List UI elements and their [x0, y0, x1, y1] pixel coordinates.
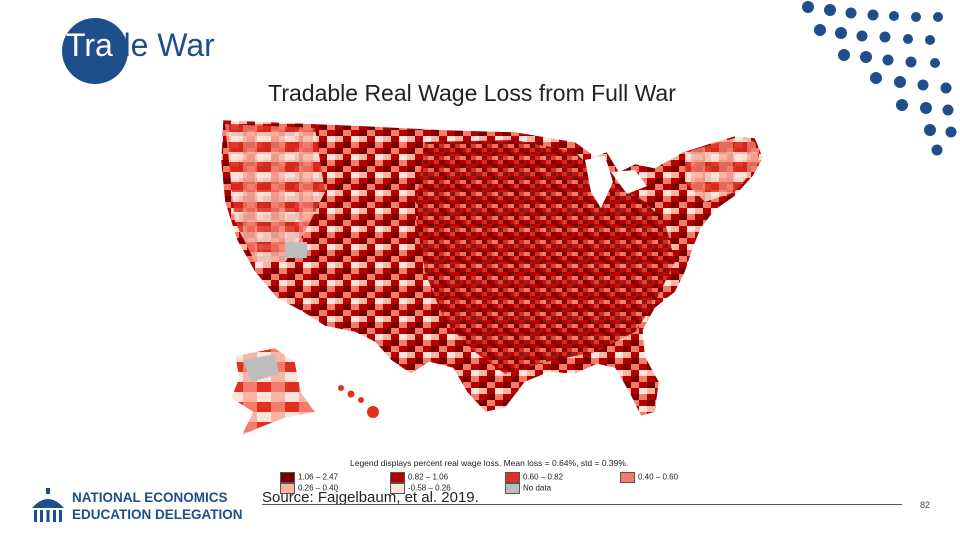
legend-item: 0.82 – 1.06	[390, 472, 448, 483]
legend-label: No data	[523, 483, 552, 493]
legend-label: -0.58 – 0.26	[408, 483, 451, 493]
logo-text: NATIONAL ECONOMICS EDUCATION DELEGATION	[72, 489, 243, 523]
legend-swatch	[505, 483, 520, 494]
legend-label: 0.60 – 0.82	[523, 472, 564, 482]
legend-title: Legend displays percent real wage loss. …	[350, 458, 629, 468]
legend-swatch	[390, 472, 405, 483]
page-number: 82	[920, 500, 931, 510]
capitol-dome-icon	[32, 488, 64, 522]
hawaii	[338, 385, 379, 418]
no-data-area	[285, 242, 307, 258]
legend-label: 0.26 – 0.40	[298, 483, 339, 493]
lake-region	[611, 170, 647, 194]
legend-swatch	[280, 472, 295, 483]
legend-swatch	[280, 483, 295, 494]
legend-item: 0.60 – 0.82	[505, 472, 563, 483]
legend-item: 0.26 – 0.40	[280, 483, 338, 494]
legend-item: 1.06 – 2.47	[280, 472, 338, 483]
legend-swatch	[620, 472, 635, 483]
us-county-map	[220, 119, 764, 437]
logo-line2: EDUCATION DELEGATION	[72, 507, 243, 522]
logo-line1: NATIONAL ECONOMICS	[72, 490, 228, 505]
legend-item: 0.40 – 0.60	[620, 472, 678, 483]
ned-logo: NATIONAL ECONOMICS EDUCATION DELEGATION	[28, 486, 250, 526]
slide-title-part2: de War	[112, 27, 215, 63]
legend-swatch	[390, 483, 405, 494]
great-lakes	[585, 156, 613, 208]
legend-label: 0.40 – 0.60	[638, 472, 679, 482]
alaska-no-data	[243, 354, 279, 382]
decorative-dots	[802, 1, 957, 156]
legend-label: 0.82 – 1.06	[408, 472, 449, 482]
source-citation: Source: Fajgelbaum, et al. 2019.	[262, 489, 479, 506]
map-title: Tradable Real Wage Loss from Full War	[268, 80, 676, 106]
legend-label: 1.06 – 2.47	[298, 472, 339, 482]
map-legend: Legend displays percent real wage loss. …	[280, 458, 720, 498]
northeast-light-region	[685, 138, 760, 202]
title-circle-accent	[62, 18, 128, 84]
slide-title-part1: Tra	[66, 27, 113, 63]
central-dark-region	[415, 140, 675, 374]
legend-item: No data	[505, 483, 551, 494]
slide-title: Trade War	[66, 27, 215, 64]
divider-line	[262, 504, 902, 505]
legend-item: -0.58 – 0.26	[390, 483, 451, 494]
west-light-region	[225, 124, 325, 262]
legend-swatch	[505, 472, 520, 483]
